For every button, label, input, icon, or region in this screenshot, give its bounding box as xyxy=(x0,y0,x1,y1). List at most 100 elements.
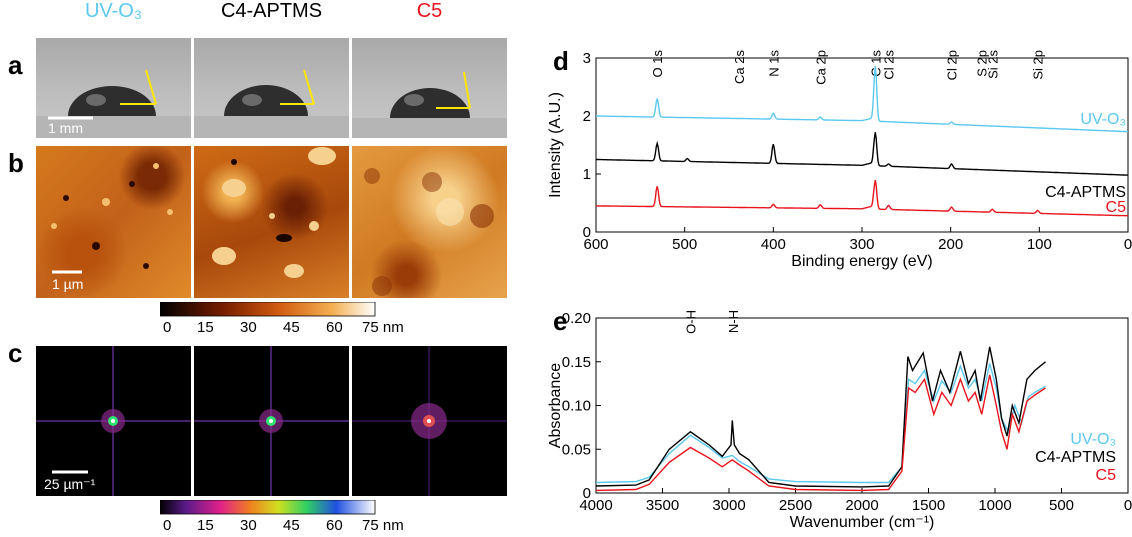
fft-image-c5 xyxy=(352,346,507,496)
scale-bar-label-a: 1 mm xyxy=(48,120,83,136)
plot-frame xyxy=(595,317,1129,494)
x-tick-label: 1000 xyxy=(978,497,1011,514)
cbar-fft-tick: 30 xyxy=(240,517,257,534)
cbar-afm-tick: 60 xyxy=(326,319,343,336)
panel-letter-a: a xyxy=(8,50,23,80)
droplet-drawing xyxy=(352,71,507,138)
panel-letter-d: d xyxy=(553,46,569,76)
fft-drawing xyxy=(194,346,349,496)
afm-texture xyxy=(51,163,173,274)
cbar-fft-tick: 75 nm xyxy=(362,517,404,534)
series-label-1: C4-APTMS xyxy=(1035,449,1116,466)
y-tick-label: 1 xyxy=(583,166,591,183)
droplet-drawing xyxy=(36,69,191,138)
x-tick-label: 2500 xyxy=(779,497,812,514)
peak-label: Ca 2s xyxy=(732,50,747,84)
series-label-0: UV-O₃ xyxy=(1080,111,1126,128)
panel-letter-b: b xyxy=(8,148,24,178)
cbar-fft-tick: 0 xyxy=(163,517,172,534)
series-line-0 xyxy=(596,66,1129,133)
fft-image-uvo3: 25 µm⁻¹ xyxy=(36,346,191,496)
peak-label: C 1s xyxy=(868,50,883,77)
x-tick-label: 2000 xyxy=(845,497,878,514)
x-tick-label: 0 xyxy=(1124,497,1132,514)
cbar-afm-tick: 75 nm xyxy=(362,319,404,336)
colorbar-fft xyxy=(160,500,376,515)
x-axis-label: Wavenumber (cm⁻¹) xyxy=(790,514,935,531)
x-tick-label: 500 xyxy=(1049,497,1074,514)
y-tick-label: 2 xyxy=(583,108,591,125)
panel-letter-e: e xyxy=(553,306,568,336)
afm-image-c5 xyxy=(352,146,507,298)
column-title-uvo3: UV-O₃ xyxy=(84,0,143,22)
x-axis-label: Binding energy (eV) xyxy=(791,253,932,270)
plot-frame xyxy=(595,57,1129,233)
peak-label: O-H xyxy=(683,310,698,334)
peak-label: Si 2p xyxy=(1031,50,1046,80)
series-line-2 xyxy=(595,374,1046,492)
fft-image-c4aptms xyxy=(194,346,349,496)
series-line-1 xyxy=(595,346,1046,488)
y-tick-label: 3 xyxy=(583,50,591,67)
fft-drawing xyxy=(352,346,507,496)
afm-texture xyxy=(364,168,494,296)
droplet-image-uvo3: 1 mm xyxy=(36,38,191,138)
x-tick-label: 200 xyxy=(938,236,963,253)
column-title-c4aptms: C4-APTMS xyxy=(220,0,323,22)
cbar-afm-tick: 0 xyxy=(163,319,172,336)
series-line-1 xyxy=(596,132,1129,176)
peak-label: O 1s xyxy=(650,50,665,78)
peak-label: Ca 2p xyxy=(813,50,828,85)
column-title-c5: C5 xyxy=(416,0,443,22)
x-tick-label: 3500 xyxy=(646,497,679,514)
afm-image-c4aptms xyxy=(194,146,349,298)
y-axis-label: Intensity (A.U.) xyxy=(547,92,564,198)
y-tick-label: 0.20 xyxy=(562,310,591,327)
scale-bar-label-c: 25 µm⁻¹ xyxy=(44,476,96,492)
droplet-image-c5 xyxy=(352,38,507,138)
peak-label: N-H xyxy=(726,310,741,333)
y-tick-label: 0.05 xyxy=(562,441,591,458)
cbar-fft-tick: 60 xyxy=(326,517,343,534)
series-line-0 xyxy=(595,363,1046,484)
series-label-0: UV-O₃ xyxy=(1070,431,1116,448)
cbar-afm-tick: 15 xyxy=(197,319,214,336)
cbar-afm-tick: 30 xyxy=(240,319,257,336)
cbar-fft-tick: 15 xyxy=(197,517,214,534)
ftir-chart: 4000 3500 3000 2500 2000 1500 1000 500 0 0 0.05 0.1… xyxy=(547,310,1132,531)
x-tick-label: 3000 xyxy=(712,497,745,514)
x-tick-label: 600 xyxy=(583,236,608,253)
x-tick-label: 100 xyxy=(1027,236,1052,253)
x-tick-label: 300 xyxy=(849,236,874,253)
y-tick-label: 0 xyxy=(583,224,591,241)
peak-label: N 1s xyxy=(766,50,781,77)
series-label-2: C5 xyxy=(1096,467,1117,484)
cbar-fft-tick: 45 xyxy=(283,517,300,534)
panel-letter-c: c xyxy=(8,338,23,368)
y-tick-label: 0 xyxy=(583,485,591,502)
peak-label: S 2p xyxy=(975,50,990,77)
peak-label: Cl 2p xyxy=(945,50,960,80)
fft-drawing xyxy=(36,346,191,496)
x-tick-label: 4000 xyxy=(579,497,612,514)
x-tick-label: 500 xyxy=(672,236,697,253)
series-label-2: C5 xyxy=(1106,199,1127,216)
droplet-drawing xyxy=(194,69,349,138)
scale-bar-label-b: 1 µm xyxy=(52,276,84,292)
afm-image-uvo3: 1 µm xyxy=(36,146,191,298)
series-line-2 xyxy=(596,179,1129,217)
peak-label: Cl 2s xyxy=(882,50,897,80)
colorbar-afm xyxy=(160,302,376,317)
x-tick-label: 1500 xyxy=(912,497,945,514)
cbar-afm-tick: 45 xyxy=(283,319,300,336)
afm-texture xyxy=(212,147,336,278)
y-axis-label: Absorbance xyxy=(547,363,564,448)
y-tick-label: 0.10 xyxy=(562,398,591,415)
series-label-1: C4-APTMS xyxy=(1045,184,1126,201)
y-tick-label: 0.15 xyxy=(562,354,591,371)
x-tick-label: 400 xyxy=(761,236,786,253)
peak-label: Si 2s xyxy=(985,50,1000,79)
droplet-image-c4aptms xyxy=(194,38,349,138)
x-tick-label: 0 xyxy=(1124,236,1132,253)
xps-chart: 600 500 400 300 200 100 0 0 1 2 3 Binding energy (e… xyxy=(547,50,1132,270)
